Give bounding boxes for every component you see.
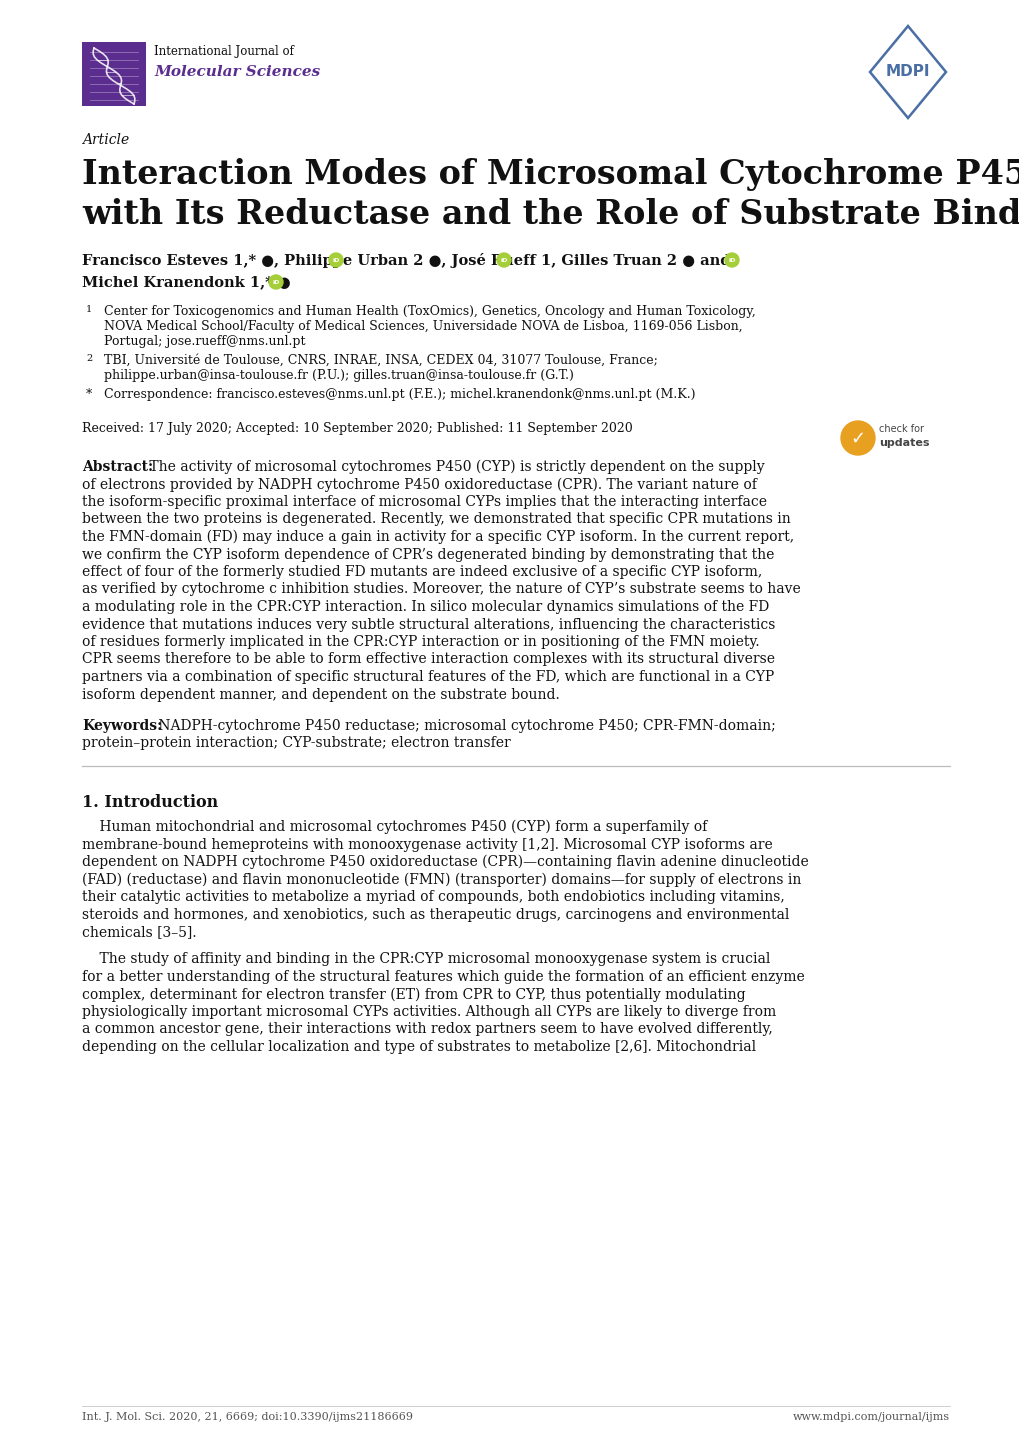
Text: Correspondence: francisco.esteves@nms.unl.pt (F.E.); michel.kranendonk@nms.unl.p: Correspondence: francisco.esteves@nms.un… bbox=[104, 388, 695, 401]
Text: TBI, Université de Toulouse, CNRS, INRAE, INSA, CEDEX 04, 31077 Toulouse, France: TBI, Université de Toulouse, CNRS, INRAE… bbox=[104, 353, 657, 368]
Text: ✓: ✓ bbox=[850, 430, 865, 448]
Circle shape bbox=[496, 252, 511, 267]
Text: we confirm the CYP isoform dependence of CPR’s degenerated binding by demonstrat: we confirm the CYP isoform dependence of… bbox=[82, 548, 773, 561]
Text: The study of affinity and binding in the CPR:CYP microsomal monooxygenase system: The study of affinity and binding in the… bbox=[82, 953, 769, 966]
Text: for a better understanding of the structural features which guide the formation : for a better understanding of the struct… bbox=[82, 970, 804, 983]
Text: Molecular Sciences: Molecular Sciences bbox=[154, 65, 320, 79]
Text: www.mdpi.com/journal/ijms: www.mdpi.com/journal/ijms bbox=[792, 1412, 949, 1422]
Text: Interaction Modes of Microsomal Cytochrome P450s: Interaction Modes of Microsomal Cytochro… bbox=[82, 159, 1019, 190]
Text: Human mitochondrial and microsomal cytochromes P450 (CYP) form a superfamily of: Human mitochondrial and microsomal cytoc… bbox=[82, 820, 706, 835]
Text: iD: iD bbox=[332, 258, 339, 262]
Text: dependent on NADPH cytochrome P450 oxidoreductase (CPR)—containing flavin adenin: dependent on NADPH cytochrome P450 oxido… bbox=[82, 855, 808, 870]
Text: CPR seems therefore to be able to form effective interaction complexes with its : CPR seems therefore to be able to form e… bbox=[82, 652, 774, 666]
Text: check for: check for bbox=[878, 424, 923, 434]
Text: as verified by cytochrome c inhibition studies. Moreover, the nature of CYP’s su: as verified by cytochrome c inhibition s… bbox=[82, 583, 800, 597]
Text: 1: 1 bbox=[86, 306, 92, 314]
Circle shape bbox=[725, 252, 739, 267]
Text: The activity of microsomal cytochromes P450 (CYP) is strictly dependent on the s: The activity of microsomal cytochromes P… bbox=[145, 460, 764, 474]
Text: isoform dependent manner, and dependent on the substrate bound.: isoform dependent manner, and dependent … bbox=[82, 688, 559, 701]
Text: membrane-bound hemeproteins with monooxygenase activity [1,2]. Microsomal CYP is: membrane-bound hemeproteins with monooxy… bbox=[82, 838, 772, 851]
Text: of electrons provided by NADPH cytochrome P450 oxidoreductase (CPR). The variant: of electrons provided by NADPH cytochrom… bbox=[82, 477, 756, 492]
Text: Michel Kranendonk 1,* ●: Michel Kranendonk 1,* ● bbox=[82, 275, 290, 288]
Text: partners via a combination of specific structural features of the FD, which are : partners via a combination of specific s… bbox=[82, 671, 773, 684]
Text: the isoform-specific proximal interface of microsomal CYPs implies that the inte: the isoform-specific proximal interface … bbox=[82, 495, 766, 509]
Text: updates: updates bbox=[878, 438, 928, 448]
Text: Article: Article bbox=[82, 133, 129, 147]
Text: steroids and hormones, and xenobiotics, such as therapeutic drugs, carcinogens a: steroids and hormones, and xenobiotics, … bbox=[82, 907, 789, 921]
Text: their catalytic activities to metabolize a myriad of compounds, both endobiotics: their catalytic activities to metabolize… bbox=[82, 890, 784, 904]
Text: complex, determinant for electron transfer (ET) from CPR to CYP, thus potentiall: complex, determinant for electron transf… bbox=[82, 988, 745, 1002]
Text: NOVA Medical School/Faculty of Medical Sciences, Universidade NOVA de Lisboa, 11: NOVA Medical School/Faculty of Medical S… bbox=[104, 320, 742, 333]
Circle shape bbox=[329, 252, 342, 267]
Text: Keywords:: Keywords: bbox=[82, 720, 162, 733]
Text: iD: iD bbox=[728, 258, 735, 262]
Text: *: * bbox=[86, 388, 92, 401]
Circle shape bbox=[269, 275, 282, 288]
Text: with Its Reductase and the Role of Substrate Binding: with Its Reductase and the Role of Subst… bbox=[82, 198, 1019, 231]
Text: Abstract:: Abstract: bbox=[82, 460, 153, 474]
Circle shape bbox=[841, 421, 874, 456]
Text: Portugal; jose.rueff@nms.unl.pt: Portugal; jose.rueff@nms.unl.pt bbox=[104, 335, 306, 348]
Text: depending on the cellular localization and type of substrates to metabolize [2,6: depending on the cellular localization a… bbox=[82, 1040, 755, 1054]
Text: of residues formerly implicated in the CPR:CYP interaction or in positioning of : of residues formerly implicated in the C… bbox=[82, 634, 759, 649]
Text: the FMN-domain (FD) may induce a gain in activity for a specific CYP isoform. In: the FMN-domain (FD) may induce a gain in… bbox=[82, 531, 794, 545]
Text: MDPI: MDPI bbox=[884, 65, 929, 79]
Text: Francisco Esteves 1,* ●, Philippe Urban 2 ●, José Rueff 1, Gilles Truan 2 ● and: Francisco Esteves 1,* ●, Philippe Urban … bbox=[82, 252, 730, 268]
Text: evidence that mutations induces very subtle structural alterations, influencing : evidence that mutations induces very sub… bbox=[82, 617, 774, 632]
Text: effect of four of the formerly studied FD mutants are indeed exclusive of a spec: effect of four of the formerly studied F… bbox=[82, 565, 761, 580]
Text: Int. J. Mol. Sci. 2020, 21, 6669; doi:10.3390/ijms21186669: Int. J. Mol. Sci. 2020, 21, 6669; doi:10… bbox=[82, 1412, 413, 1422]
Text: International Journal of: International Journal of bbox=[154, 46, 293, 59]
Text: 2: 2 bbox=[86, 353, 92, 363]
Text: a common ancestor gene, their interactions with redox partners seem to have evol: a common ancestor gene, their interactio… bbox=[82, 1022, 772, 1037]
Text: NADPH-cytochrome P450 reductase; microsomal cytochrome P450; CPR-FMN-domain;: NADPH-cytochrome P450 reductase; microso… bbox=[154, 720, 775, 733]
Text: between the two proteins is degenerated. Recently, we demonstrated that specific: between the two proteins is degenerated.… bbox=[82, 512, 790, 526]
Text: iD: iD bbox=[272, 280, 279, 284]
Text: physiologically important microsomal CYPs activities. Although all CYPs are like: physiologically important microsomal CYP… bbox=[82, 1005, 775, 1019]
Text: 1. Introduction: 1. Introduction bbox=[82, 795, 218, 810]
Text: philippe.urban@insa-toulouse.fr (P.U.); gilles.truan@insa-toulouse.fr (G.T.): philippe.urban@insa-toulouse.fr (P.U.); … bbox=[104, 369, 574, 382]
Text: Received: 17 July 2020; Accepted: 10 September 2020; Published: 11 September 202: Received: 17 July 2020; Accepted: 10 Sep… bbox=[82, 423, 632, 435]
Text: Center for Toxicogenomics and Human Health (ToxOmics), Genetics, Oncology and Hu: Center for Toxicogenomics and Human Heal… bbox=[104, 306, 755, 319]
Text: chemicals [3–5].: chemicals [3–5]. bbox=[82, 924, 197, 939]
Bar bbox=[82, 42, 146, 107]
Text: a modulating role in the CPR:CYP interaction. In silico molecular dynamics simul: a modulating role in the CPR:CYP interac… bbox=[82, 600, 768, 614]
Text: protein–protein interaction; CYP-substrate; electron transfer: protein–protein interaction; CYP-substra… bbox=[82, 737, 511, 750]
Text: iD: iD bbox=[500, 258, 507, 262]
Text: (FAD) (reductase) and flavin mononucleotide (FMN) (transporter) domains—for supp: (FAD) (reductase) and flavin mononucleot… bbox=[82, 872, 801, 887]
